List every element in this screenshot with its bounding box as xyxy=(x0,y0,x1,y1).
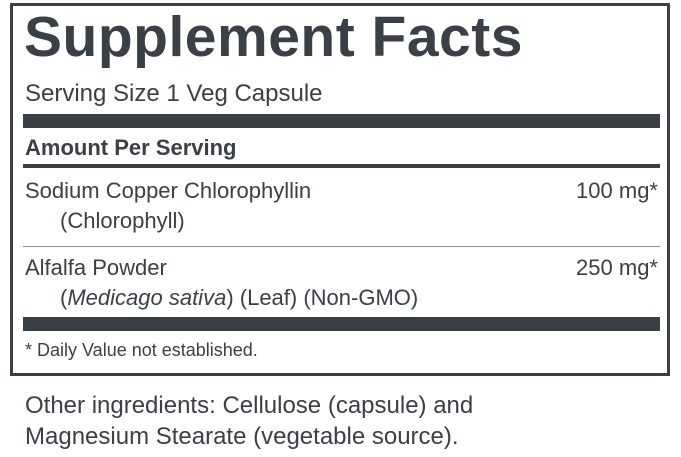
title: Supplement Facts xyxy=(24,5,523,69)
thick-rule xyxy=(23,317,660,331)
detail-text: ( xyxy=(60,285,68,310)
ingredient-name: Alfalfa Powder xyxy=(25,255,167,280)
ingredient-detail: (Chlorophyll) xyxy=(60,208,185,234)
rule xyxy=(23,164,660,168)
ingredient-amount: 100 mg* xyxy=(576,178,658,203)
other-ingredients: Magnesium Stearate (vegetable source). xyxy=(25,423,459,450)
latin-name: Medicago sativa xyxy=(67,285,227,310)
thin-rule xyxy=(23,246,660,247)
ingredient-name: Sodium Copper Chlorophyllin xyxy=(25,178,312,203)
ingredient-amount: 250 mg* xyxy=(576,255,658,280)
serving-size: Serving Size 1 Veg Capsule xyxy=(25,80,323,107)
facts-panel xyxy=(10,3,670,376)
other-ingredients: Other ingredients: Cellulose (capsule) a… xyxy=(25,392,474,419)
thick-rule xyxy=(23,114,660,128)
footnote: * Daily Value not established. xyxy=(25,340,258,360)
amount-heading: Amount Per Serving xyxy=(25,135,237,160)
detail-text: ) (Leaf) (Non-GMO) xyxy=(226,285,419,310)
detail-text: (Chlorophyll) xyxy=(60,208,185,233)
ingredient-detail: (Medicago sativa) (Leaf) (Non-GMO) xyxy=(60,285,418,311)
